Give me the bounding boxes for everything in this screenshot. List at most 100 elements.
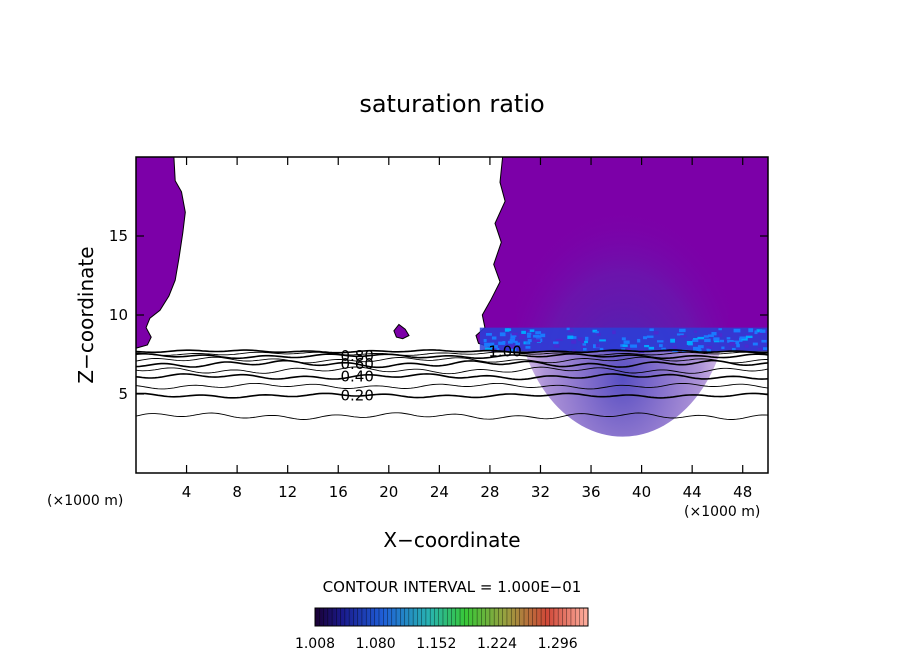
band-speck — [491, 345, 498, 348]
band-speck — [738, 338, 743, 342]
band-speck — [566, 327, 570, 331]
band-speck — [696, 347, 701, 351]
band-speck — [694, 330, 698, 333]
cloud-base-band — [479, 327, 768, 354]
band-speck — [757, 347, 763, 351]
x-tick-label: 36 — [581, 483, 600, 501]
band-speck — [592, 329, 598, 333]
contour-line — [136, 382, 768, 390]
band-speck — [621, 337, 626, 341]
contour-labels: 0.200.400.600.80 1.00 — [340, 342, 521, 404]
band-speck — [491, 336, 497, 340]
band-speck — [706, 345, 712, 349]
contour-line — [136, 359, 768, 369]
y-axis-ticks: 5 10 15 — [109, 227, 768, 403]
band-speck — [623, 340, 630, 344]
plume-core — [515, 157, 731, 437]
band-speck — [511, 332, 518, 336]
band-speck — [485, 347, 492, 351]
band-speck — [502, 340, 506, 344]
x-tick-label: 20 — [379, 483, 398, 501]
band-speck — [693, 346, 700, 351]
band-speck — [679, 328, 686, 333]
band-speck — [626, 348, 631, 351]
y-tick-label: 10 — [109, 306, 128, 324]
band-speck — [713, 339, 720, 343]
band-speck — [572, 349, 576, 353]
band-speck — [741, 337, 748, 341]
band-speck — [745, 333, 751, 337]
colorbar: 1.008 1.080 1.152 1.224 1.296 — [295, 607, 589, 652]
band-speck — [585, 336, 589, 341]
band-speck — [622, 344, 628, 347]
x-axis-ticks: 4 8 12 16 20 24 28 32 36 40 44 48 — [182, 157, 752, 501]
band-speck — [707, 334, 714, 337]
band-speck — [553, 344, 560, 348]
band-speck — [697, 345, 704, 349]
band-speck — [510, 345, 515, 349]
band-speck — [599, 347, 604, 352]
band-speck — [578, 337, 583, 342]
band-speck — [518, 335, 525, 340]
band-speck — [706, 349, 711, 354]
band-speck — [659, 344, 663, 348]
band-speck — [653, 331, 659, 335]
band-speck — [595, 343, 600, 348]
band-speck — [511, 347, 517, 352]
x-axis-label: X−coordinate — [383, 528, 520, 552]
band-speck — [756, 329, 763, 333]
band-speck — [764, 330, 768, 334]
band-speck — [526, 332, 532, 335]
band-speck — [670, 338, 676, 343]
band-speck — [567, 335, 574, 339]
band-speck — [499, 332, 506, 337]
band-speck — [759, 329, 766, 333]
band-speck — [513, 340, 518, 343]
band-speck — [596, 332, 601, 336]
band-speck — [490, 342, 495, 346]
contour-line — [136, 351, 768, 356]
contour-line — [136, 392, 768, 399]
saturation-fill-regions — [136, 157, 768, 437]
x-tick-label: 40 — [632, 483, 651, 501]
contour-line — [136, 352, 768, 360]
band-speck — [697, 336, 704, 340]
band-speck — [643, 336, 648, 340]
band-speck — [673, 346, 677, 349]
band-speck — [582, 347, 587, 351]
band-speck — [527, 334, 531, 338]
x-tick-label: 48 — [733, 483, 752, 501]
band-speck — [484, 342, 491, 347]
y-axis-label: Z−coordinate — [74, 246, 98, 383]
band-speck — [649, 328, 654, 332]
colorbar-tick-label: 1.296 — [538, 636, 578, 652]
band-speck — [661, 347, 666, 350]
band-speck — [580, 344, 585, 348]
contour-label: 0.60 — [340, 355, 373, 373]
y-tick-label: 15 — [109, 227, 128, 245]
band-speck — [510, 336, 516, 339]
band-speck — [726, 337, 731, 340]
band-speck — [704, 338, 711, 343]
band-speck — [733, 328, 741, 333]
x-unit-right: (×1000 m) — [684, 504, 760, 520]
band-speck — [719, 333, 723, 337]
band-speck — [553, 341, 559, 344]
band-speck — [612, 330, 616, 335]
band-speck — [519, 333, 525, 337]
band-speck — [727, 340, 734, 343]
band-speck — [648, 346, 655, 350]
band-speck — [533, 334, 540, 338]
band-speck — [744, 344, 749, 348]
band-speck — [498, 341, 506, 345]
band-speck — [599, 339, 606, 342]
x-tick-label: 12 — [278, 483, 297, 501]
band-speck — [731, 347, 736, 351]
band-speck — [745, 335, 753, 339]
contour-line — [136, 366, 768, 375]
band-speck — [515, 342, 521, 346]
band-speck — [703, 335, 709, 338]
band-speck — [582, 343, 586, 346]
band-speck — [761, 339, 767, 343]
